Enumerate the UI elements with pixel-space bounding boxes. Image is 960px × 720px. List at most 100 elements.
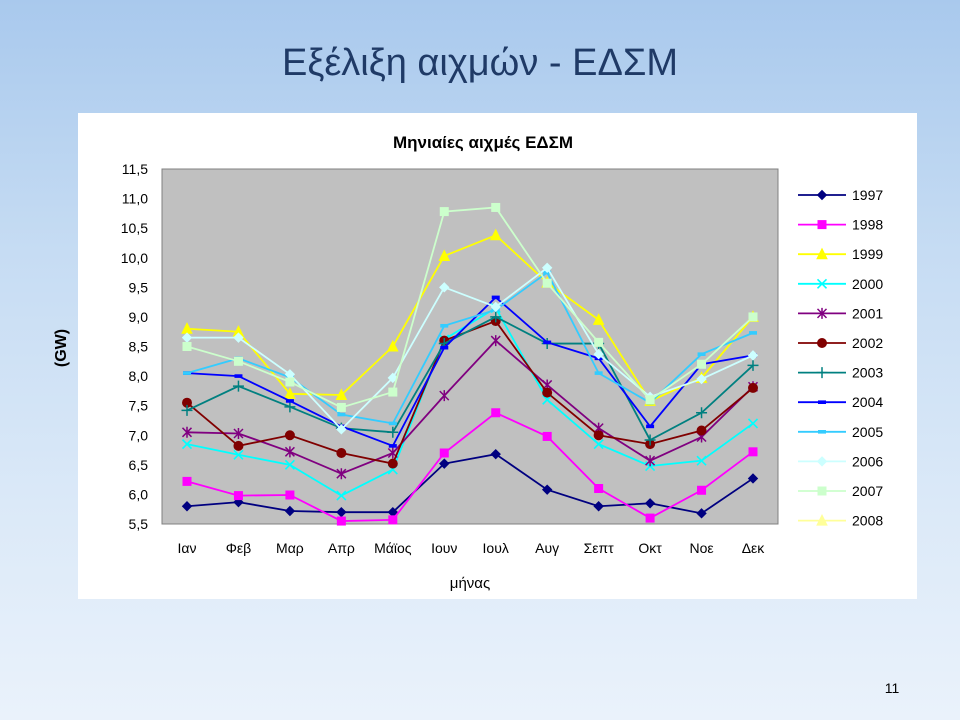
data-point <box>490 448 501 460</box>
legend-label: 1999 <box>852 246 883 262</box>
data-point <box>233 449 244 460</box>
data-point <box>542 394 553 405</box>
y-tick-label: 7,5 <box>129 398 149 414</box>
data-point <box>747 473 759 484</box>
legend: 1997 1998 1999 2000 2001 2002 2003 2004 2005 2006… <box>798 187 883 529</box>
y-tick-label: 5,5 <box>129 516 149 532</box>
legend-item: 2008 <box>798 513 883 529</box>
series-1997 <box>181 448 759 519</box>
data-point <box>387 426 399 438</box>
data-point <box>388 515 398 525</box>
legend-marker <box>816 367 828 379</box>
legend-marker <box>816 278 828 289</box>
legend-marker <box>818 400 826 404</box>
data-point <box>748 382 758 393</box>
data-point <box>592 313 605 325</box>
legend-label: 2008 <box>852 513 883 529</box>
x-axis-label: μήνας <box>450 575 490 592</box>
legend-label: 2004 <box>852 394 883 410</box>
y-tick-label: 10,5 <box>121 220 148 236</box>
series-line <box>186 315 754 442</box>
data-point <box>542 431 552 441</box>
y-tick-label: 6,5 <box>129 457 149 473</box>
data-point <box>439 458 450 469</box>
data-point <box>593 439 604 450</box>
x-tick-label: Ιουλ <box>483 540 509 556</box>
data-point <box>336 402 346 412</box>
data-point <box>387 372 399 384</box>
x-tick-label: Οκτ <box>638 540 662 556</box>
x-tick-label: Φεβ <box>226 540 251 556</box>
data-point <box>284 459 295 470</box>
data-point <box>335 388 348 401</box>
chart-title: Μηνιαίες αιχμές ΕΔΣΜ <box>393 133 573 152</box>
data-point <box>438 249 451 261</box>
data-point <box>696 455 707 466</box>
legend-marker <box>816 247 828 260</box>
legend-marker <box>816 456 828 467</box>
data-point <box>284 387 296 399</box>
data-point <box>439 282 450 293</box>
legend-label: 2001 <box>852 305 883 321</box>
legend-item: 1999 <box>798 246 883 262</box>
data-point <box>697 359 707 369</box>
y-tick-label: 11,5 <box>122 161 148 177</box>
legend-item: 2004 <box>798 394 883 410</box>
x-tick-label: Νοε <box>689 540 713 556</box>
data-point <box>182 476 192 486</box>
x-tick-label: Μάϊος <box>374 540 412 556</box>
data-point <box>747 350 759 361</box>
data-point <box>388 387 398 397</box>
data-point <box>387 339 399 352</box>
data-point <box>285 490 295 500</box>
legend-item: 1997 <box>798 187 883 203</box>
data-point <box>696 425 707 436</box>
data-point <box>594 337 604 347</box>
data-point <box>336 468 347 480</box>
data-point <box>645 455 656 467</box>
data-point <box>490 335 501 347</box>
data-point <box>284 401 296 413</box>
legend-item: 2001 <box>798 305 883 321</box>
y-tick-label: 11,0 <box>122 191 148 207</box>
x-tick-label: Σεπτ <box>584 540 615 556</box>
data-point <box>491 408 501 418</box>
data-point <box>542 387 553 398</box>
data-point <box>439 207 449 217</box>
data-point <box>696 373 707 385</box>
x-tick-label: Ιουν <box>431 540 457 556</box>
data-point <box>233 440 244 451</box>
series-line <box>186 453 754 515</box>
data-point <box>181 426 193 438</box>
legend-marker <box>816 513 828 526</box>
data-point <box>747 359 759 371</box>
series-2007 <box>182 202 758 412</box>
data-point <box>644 434 656 446</box>
y-tick-label: 8,0 <box>129 368 149 384</box>
y-tick-label: 8,5 <box>129 339 149 355</box>
data-point <box>748 447 758 457</box>
data-point <box>696 407 708 419</box>
legend-marker <box>817 486 827 496</box>
data-point <box>542 278 552 288</box>
slide-title: Εξέλιξη αιχμών - ΕΔΣΜ <box>281 42 678 84</box>
data-point <box>697 485 707 495</box>
data-point <box>388 444 397 448</box>
x-tick-label: Αυγ <box>535 540 559 556</box>
legend-item: 2000 <box>798 276 883 292</box>
legend-item: 1998 <box>798 217 883 233</box>
data-point <box>183 371 191 375</box>
data-point <box>439 390 450 402</box>
data-point <box>181 439 193 450</box>
series-1998 <box>182 408 758 526</box>
y-tick-label: 10,0 <box>121 250 148 266</box>
legend-label: 2000 <box>852 276 883 292</box>
data-point <box>233 491 243 501</box>
legend-label: 2005 <box>852 424 883 440</box>
data-point <box>285 399 294 403</box>
page-number: 11 <box>884 680 900 696</box>
x-tick-label: Δεκ <box>742 540 766 556</box>
legend-marker <box>818 430 826 434</box>
x-tick-label: Απρ <box>328 540 355 556</box>
